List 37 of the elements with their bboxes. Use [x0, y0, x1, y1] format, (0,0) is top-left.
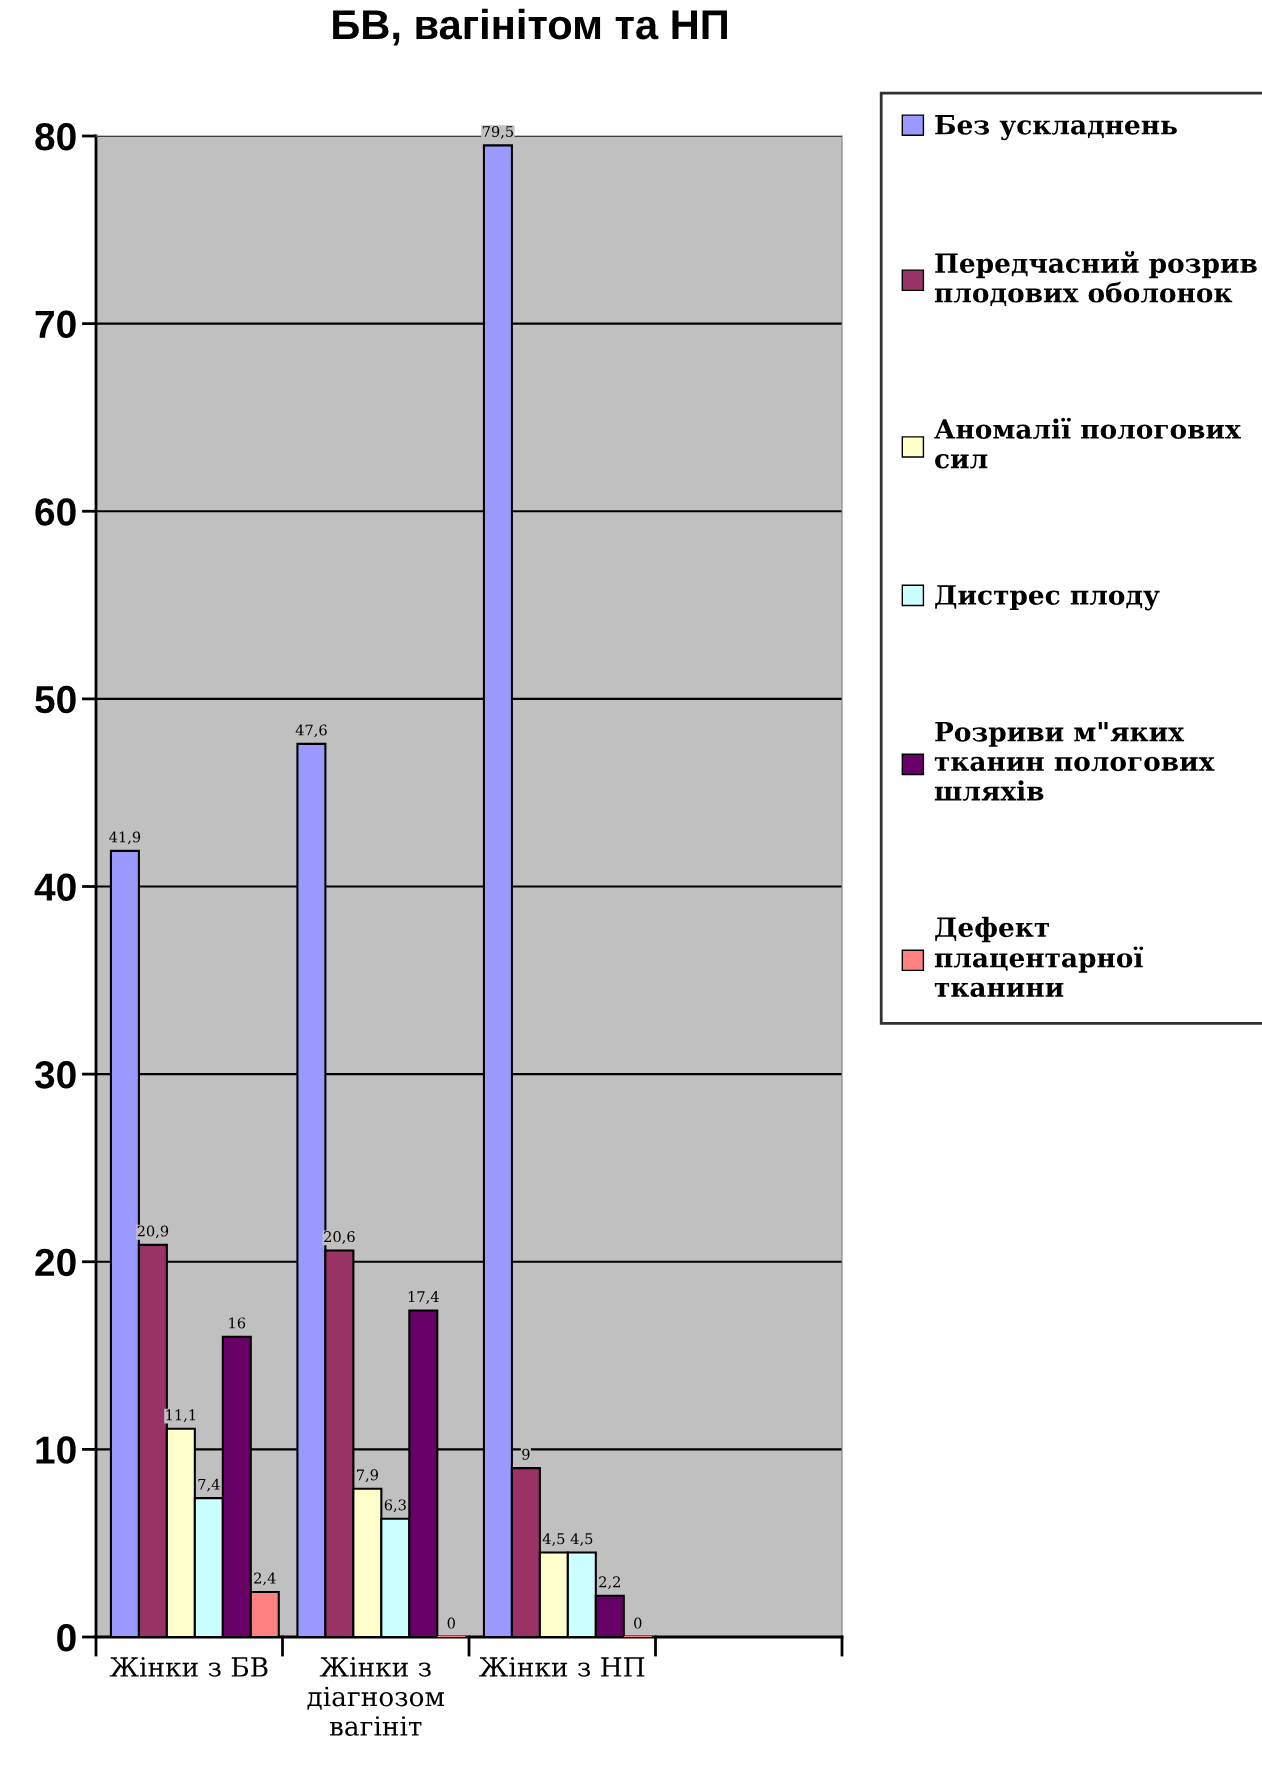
data-label: 0 — [447, 1617, 455, 1629]
y-tick-label: 80 — [35, 122, 76, 151]
legend-label: Передчасний розрив плодових оболонок — [934, 251, 1257, 306]
y-tick-label: 60 — [35, 498, 76, 526]
data-label: 2,4 — [254, 1572, 276, 1586]
data-label: 4,5 — [542, 1533, 565, 1546]
data-label: 7,9 — [356, 1469, 378, 1483]
data-label: 11,1 — [166, 1409, 196, 1423]
data-label: 7,4 — [198, 1478, 220, 1492]
y-tick-label: 10 — [36, 1436, 76, 1464]
data-label: 6,3 — [384, 1499, 406, 1513]
data-label: 16 — [229, 1317, 246, 1329]
data-label: 79,5 — [482, 125, 514, 139]
chart-title: БВ, вагінітом та НП — [333, 8, 727, 46]
data-label: 20,6 — [324, 1231, 355, 1244]
x-tick-label: Жінки з БВ — [109, 1657, 268, 1677]
x-tick-label: Жінки з НП — [479, 1657, 645, 1677]
legend-label: Дефект плацентарної тканини — [934, 916, 1144, 998]
y-tick-label: 30 — [34, 1061, 76, 1089]
legend-label: Без ускладнень — [935, 115, 1177, 141]
x-tick-label: Жінки з діагнозом вагініт — [307, 1657, 445, 1736]
data-label: 2,2 — [599, 1576, 620, 1590]
legend-label: Розриви м"яких тканин пологових шляхів — [934, 722, 1215, 801]
data-label: 9 — [522, 1448, 530, 1460]
data-label: 47,6 — [295, 724, 327, 738]
data-label: 20,9 — [137, 1225, 169, 1239]
legend-label: Аномалії пологових сил — [934, 417, 1241, 469]
y-tick-label: 70 — [35, 310, 76, 339]
data-label: 0 — [634, 1617, 642, 1629]
data-label: 17,4 — [408, 1291, 439, 1304]
y-tick-label: 20 — [35, 1248, 76, 1277]
y-tick-label: 0 — [57, 1623, 76, 1652]
legend-label: Дистрес плоду — [935, 585, 1160, 611]
data-label: 4,5 — [570, 1533, 593, 1546]
data-label: 41,9 — [109, 831, 141, 845]
y-tick-label: 40 — [34, 873, 76, 901]
y-tick-label: 50 — [35, 685, 76, 714]
